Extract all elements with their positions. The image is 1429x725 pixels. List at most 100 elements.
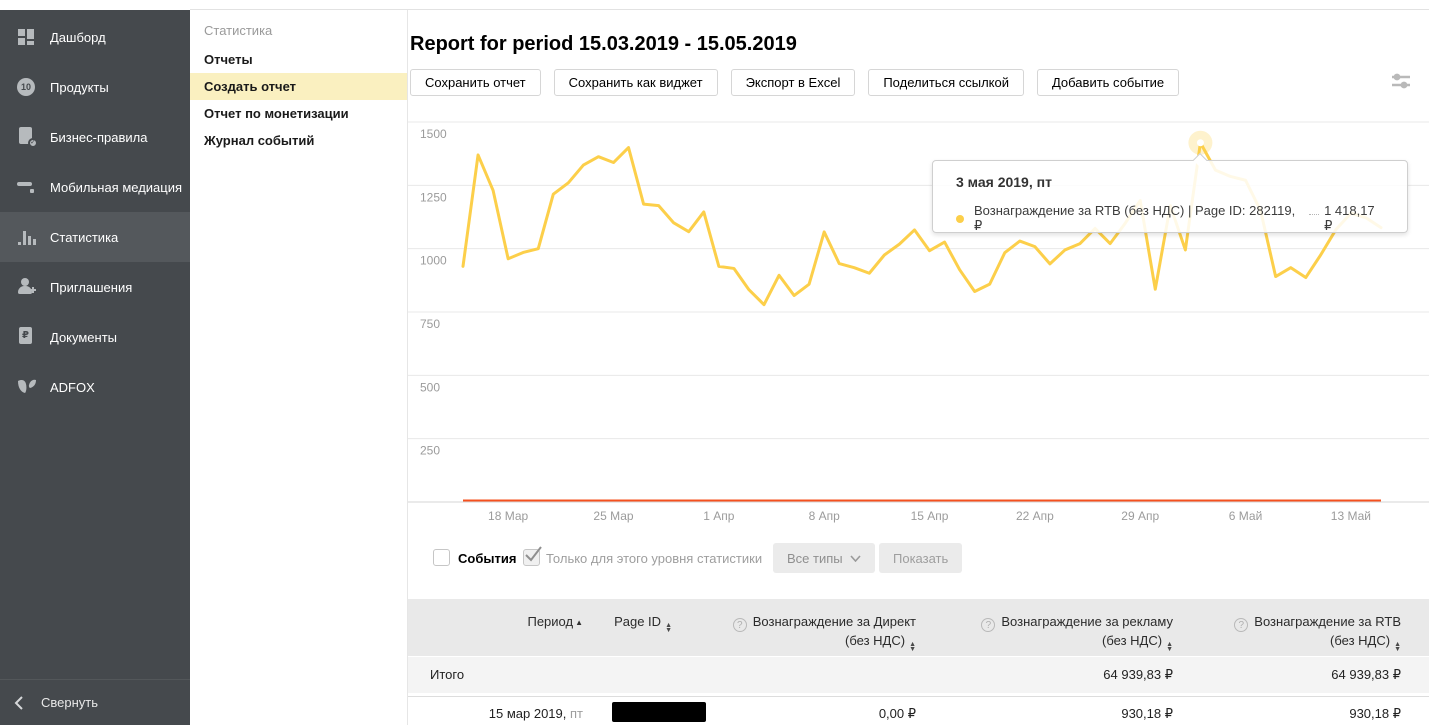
- svg-text:22 Апр: 22 Апр: [1016, 509, 1054, 523]
- sidebar-item-invitations[interactable]: Приглашения: [0, 262, 190, 312]
- sort-both-icon: ▲ ▼: [1394, 641, 1401, 653]
- top-strip: [0, 0, 1429, 10]
- invitations-icon: [17, 277, 37, 297]
- table-header: Период ▲ Page ID ▲ ▼ ? Вознаграждение за Дир…: [408, 599, 1429, 656]
- svg-text:1000: 1000: [420, 254, 447, 268]
- column-header-rtb[interactable]: ? Вознаграждение за RTB (без НДС) ▲ ▼: [1151, 613, 1401, 653]
- submenu-item-event-log[interactable]: Журнал событий: [204, 133, 315, 148]
- svg-text:1500: 1500: [420, 127, 447, 141]
- total-rtb: 64 939,83 ₽: [1331, 667, 1401, 682]
- row-reklama: 930,18 ₽: [1121, 706, 1173, 721]
- top-divider: [190, 9, 1429, 10]
- chart-tooltip: 3 мая 2019, пт Вознаграждение за RTB (бе…: [932, 152, 1408, 233]
- sidebar-item-documents[interactable]: ₽ Документы: [0, 312, 190, 362]
- share-link-button[interactable]: Поделиться ссылкой: [868, 69, 1024, 96]
- tooltip-dot-leader: [1309, 214, 1320, 215]
- only-level-checkbox[interactable]: [523, 546, 542, 566]
- svg-text:29 Апр: 29 Апр: [1121, 509, 1159, 523]
- sidebar-item-label: Мобильная медиация: [50, 179, 183, 195]
- statistics-submenu: Статистика Отчеты Создать отчет Отчет по…: [190, 10, 408, 725]
- row-weekday: пт: [566, 706, 583, 721]
- sidebar-item-label: ADFOX: [50, 379, 95, 395]
- chart-settings-sliders-icon[interactable]: [1389, 71, 1413, 91]
- events-controls: События Только для этого уровня статисти…: [0, 543, 1429, 577]
- help-icon[interactable]: ?: [981, 618, 996, 632]
- mobile-mediation-icon: [17, 177, 37, 197]
- svg-text:750: 750: [420, 317, 440, 331]
- svg-text:1 Апр: 1 Апр: [703, 509, 735, 523]
- sidebar-item-statistics[interactable]: Статистика: [0, 212, 190, 262]
- documents-icon: ₽: [17, 327, 37, 347]
- dashboard-icon: [17, 27, 37, 47]
- events-checkbox[interactable]: [433, 549, 450, 566]
- sidebar-item-label: Приглашения: [50, 279, 133, 295]
- help-icon[interactable]: ?: [732, 618, 747, 632]
- sidebar-item-label: Продукты: [50, 79, 109, 95]
- series-color-dot: [956, 214, 964, 223]
- sidebar-item-mobile-mediation[interactable]: Мобильная медиация: [0, 162, 190, 212]
- sidebar: Дашборд 10 Продукты ✓ Бизнес-правила Моб…: [0, 10, 190, 725]
- sort-both-icon: ▲ ▼: [1166, 641, 1173, 653]
- table-total-row: Итого 64 939,83 ₽ 64 939,83 ₽: [408, 657, 1429, 693]
- sidebar-item-adfox[interactable]: ADFOX: [0, 362, 190, 412]
- events-checkbox-label: События: [458, 551, 517, 566]
- submenu-title: Статистика: [204, 23, 273, 38]
- svg-text:500: 500: [420, 380, 440, 394]
- total-reklama: 64 939,83 ₽: [1103, 667, 1173, 682]
- page-id-redaction: [612, 702, 706, 722]
- sidebar-item-business-rules[interactable]: ✓ Бизнес-правила: [0, 112, 190, 162]
- adfox-icon: [17, 377, 37, 397]
- sidebar-item-dashboard[interactable]: Дашборд: [0, 12, 190, 62]
- svg-text:1250: 1250: [420, 190, 447, 204]
- show-events-button[interactable]: Показать: [879, 543, 963, 573]
- only-level-label: Только для этого уровня статистики: [546, 551, 763, 566]
- column-header-reklama[interactable]: ? Вознаграждение за рекламу (без НДС) ▲ ▼: [923, 613, 1173, 653]
- svg-text:250: 250: [420, 444, 440, 458]
- help-icon[interactable]: ?: [1234, 618, 1249, 632]
- tooltip-date: 3 мая 2019, пт: [956, 174, 1052, 190]
- sidebar-item-label: Бизнес-правила: [50, 129, 148, 145]
- submenu-item-create-report[interactable]: Создать отчет: [190, 73, 407, 100]
- save-as-widget-button[interactable]: Сохранить как виджет: [553, 69, 718, 96]
- row-rtb: 930,18 ₽: [1349, 706, 1401, 721]
- total-label: Итого: [430, 667, 465, 682]
- check-icon: [525, 546, 542, 562]
- table-row: 15 мар 2019, пт 0,00 ₽ 930,18 ₽ 930,18 ₽: [408, 696, 1429, 725]
- sort-asc-icon: ▲: [575, 618, 583, 627]
- add-event-button[interactable]: Добавить событие: [1036, 69, 1180, 96]
- submenu-item-monetization-report[interactable]: Отчет по монетизации: [204, 106, 349, 121]
- chevron-down-icon: [850, 554, 861, 562]
- svg-text:13 Май: 13 Май: [1331, 509, 1371, 523]
- export-excel-button[interactable]: Экспорт в Excel: [730, 69, 856, 96]
- svg-text:6 Май: 6 Май: [1229, 509, 1263, 523]
- sidebar-item-label: Документы: [50, 329, 118, 345]
- products-badge-icon: 10: [17, 77, 37, 97]
- report-chart[interactable]: 250 500 750 1000 1250 1500 18 Мар 25 Мар 1 Апр 8 …: [408, 110, 1429, 540]
- page-title: Report for period 15.03.2019 - 15.05.201…: [410, 33, 797, 55]
- row-period: 15 мар 2019, пт: [488, 706, 583, 721]
- action-buttons: Сохранить отчет Сохранить как виджет Экс…: [410, 69, 1180, 96]
- sidebar-item-label: Статистика: [50, 229, 119, 245]
- business-rules-icon: ✓: [17, 127, 38, 148]
- sidebar-collapse-button[interactable]: Свернуть: [0, 679, 190, 725]
- tooltip-series-label: Вознаграждение за RTB (без НДС) | Page I…: [974, 203, 1296, 233]
- statistics-icon: [17, 227, 37, 247]
- column-header-page-id[interactable]: Page ID ▲ ▼: [614, 614, 672, 634]
- products-count-badge: 10: [17, 78, 35, 96]
- collapse-label: Свернуть: [41, 695, 99, 710]
- sort-both-icon: ▲ ▼: [909, 641, 916, 653]
- sort-both-icon: ▲ ▼: [665, 622, 672, 634]
- submenu-item-reports[interactable]: Отчеты: [204, 52, 253, 67]
- sidebar-item-products[interactable]: 10 Продукты: [0, 62, 190, 112]
- svg-text:25 Мар: 25 Мар: [593, 509, 633, 523]
- row-direkt: 0,00 ₽: [878, 706, 916, 721]
- column-header-direkt[interactable]: ? Вознаграждение за Директ (без НДС) ▲ ▼: [666, 613, 916, 653]
- collapse-chevron-icon: [14, 695, 23, 710]
- event-types-dropdown[interactable]: Все типы: [773, 543, 875, 573]
- tooltip-value: 1 418,17 ₽: [1324, 203, 1375, 233]
- svg-text:15 Апр: 15 Апр: [911, 509, 949, 523]
- column-header-period[interactable]: Период ▲: [527, 614, 583, 629]
- sidebar-item-label: Дашборд: [50, 29, 106, 45]
- save-report-button[interactable]: Сохранить отчет: [410, 69, 541, 96]
- svg-text:8 Апр: 8 Апр: [809, 509, 841, 523]
